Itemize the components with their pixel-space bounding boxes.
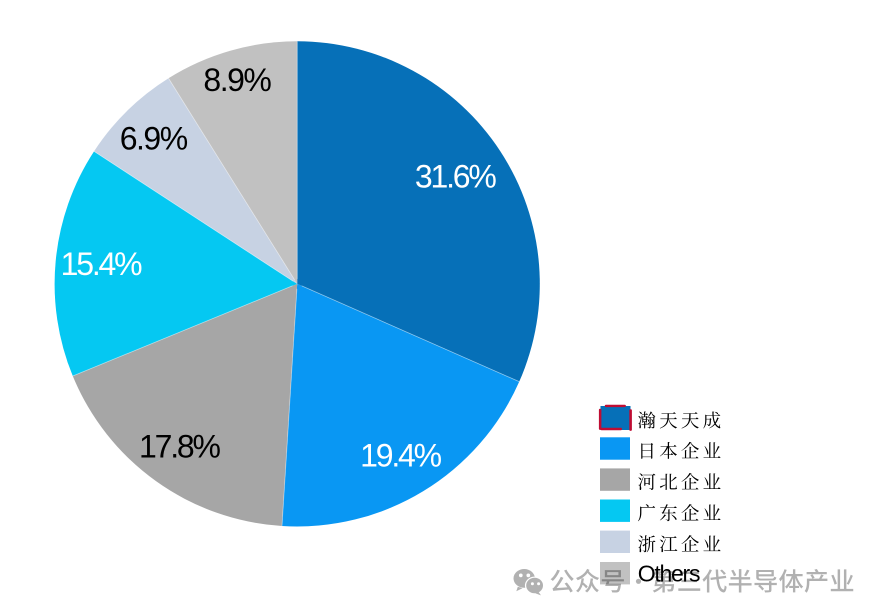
svg-text:19.4%: 19.4% <box>360 438 441 474</box>
svg-text:31.6%: 31.6% <box>415 159 496 195</box>
svg-text:8.9%: 8.9% <box>203 62 271 98</box>
svg-text:Others: Others <box>638 561 700 587</box>
svg-text:17.8%: 17.8% <box>139 429 220 465</box>
svg-text:6.9%: 6.9% <box>120 121 188 157</box>
svg-text:15.4%: 15.4% <box>61 246 142 282</box>
